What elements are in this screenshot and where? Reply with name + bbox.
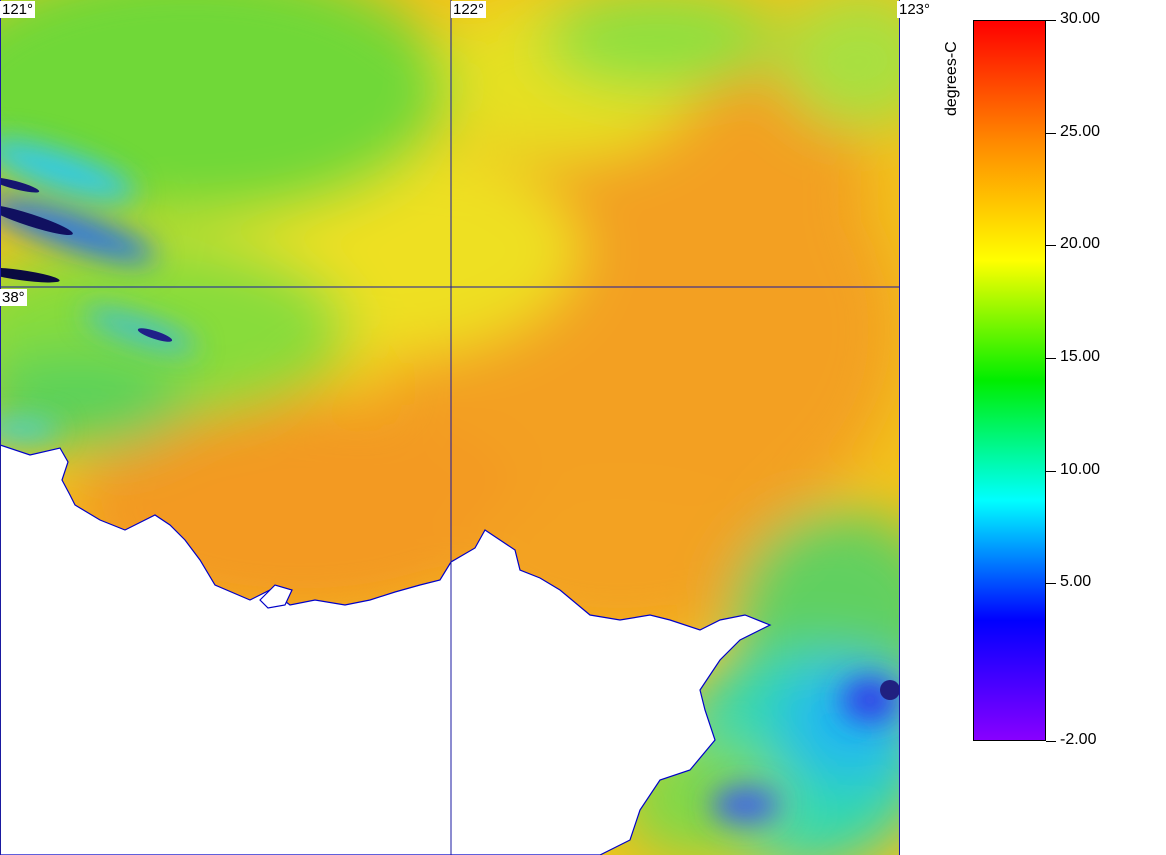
colorbar-title: degrees-C: [943, 41, 960, 116]
colorbar-tick-label: 5.00: [1060, 573, 1092, 590]
land-shandong-peninsula: [259, 584, 293, 609]
lon-label-123: 123°: [897, 1, 933, 18]
temperature-field: [0, 0, 900, 855]
colorbar-tick: [1046, 20, 1056, 21]
colorbar-tick-label: 10.00: [1060, 461, 1101, 478]
colorbar-tick-label: 20.00: [1060, 235, 1101, 252]
sea-surface-temperature-map: 121° 122° 38°: [0, 0, 900, 855]
colorbar-tick-label: 30.00: [1060, 10, 1101, 27]
colorbar-tick-label: 15.00: [1060, 348, 1101, 365]
colorbar-tick: [1046, 245, 1056, 246]
lon-label-122: 122°: [451, 1, 487, 18]
colorbar-tick: [1046, 358, 1056, 359]
colorbar-tick: [1046, 583, 1056, 584]
map-canvas: [0, 0, 900, 855]
lat-label-38: 38°: [0, 289, 27, 306]
lon-label-121: 121°: [0, 1, 36, 18]
colorbar: [973, 20, 1046, 741]
colorbar-tick-label: 25.00: [1060, 123, 1101, 140]
land-liaodong-peninsula: [0, 444, 772, 855]
colorbar-tick: [1046, 471, 1056, 472]
colorbar-tick-label: -2.00: [1060, 731, 1097, 748]
colorbar-tick: [1046, 133, 1056, 134]
colorbar-tick: [1046, 741, 1056, 742]
